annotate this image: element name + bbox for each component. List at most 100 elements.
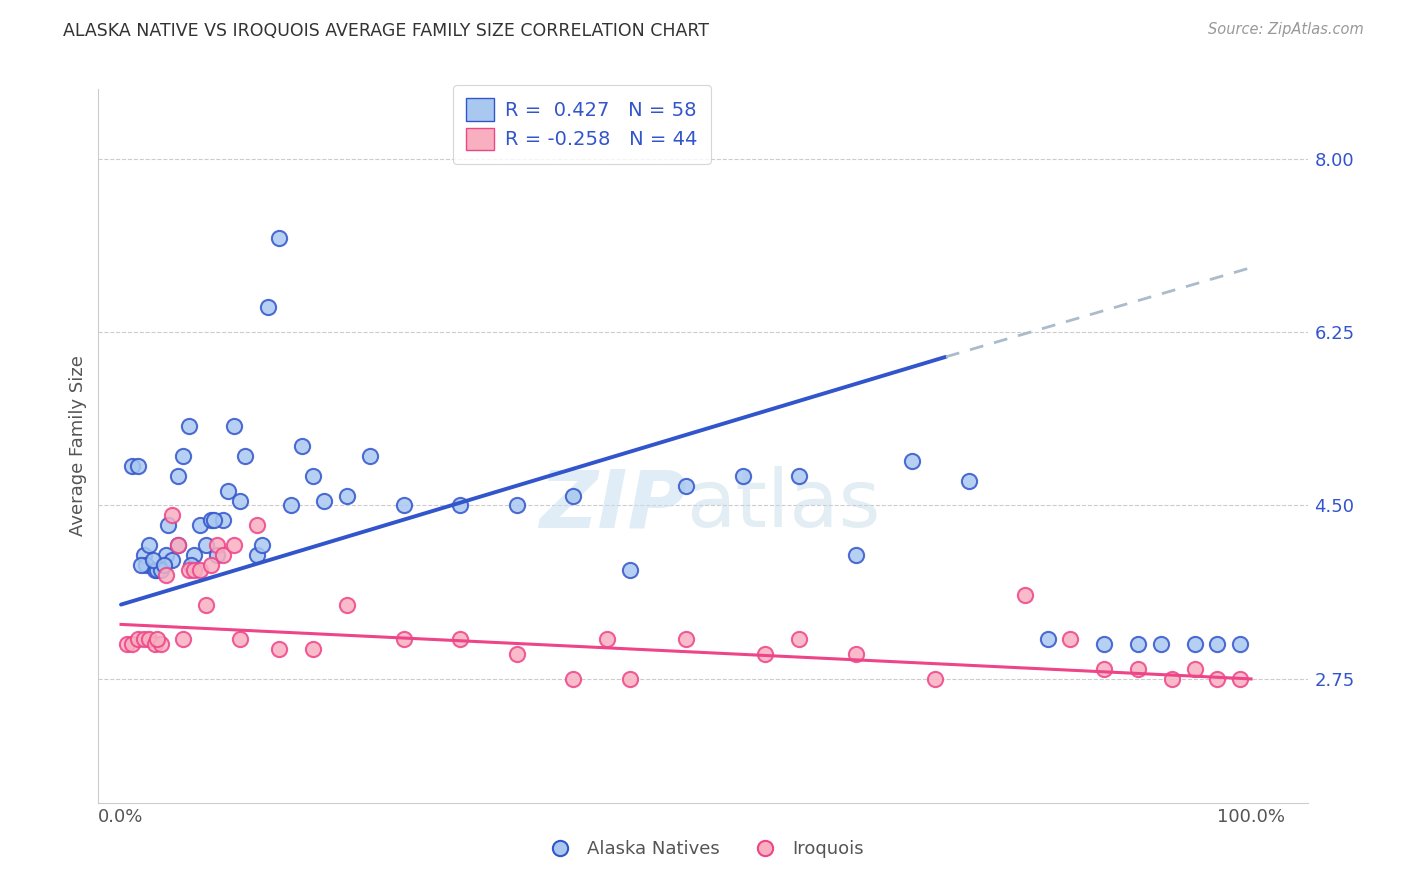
- Point: [1092, 637, 1115, 651]
- Point: [302, 642, 325, 657]
- Point: [787, 468, 810, 483]
- Point: [1036, 632, 1059, 647]
- Point: [222, 538, 245, 552]
- Point: [257, 300, 280, 314]
- Point: [619, 563, 641, 577]
- Point: [166, 538, 188, 552]
- Point: [131, 558, 153, 572]
- Point: [1059, 632, 1081, 647]
- Point: [143, 637, 166, 651]
- Point: [269, 642, 291, 657]
- Point: [188, 563, 211, 577]
- Text: ZIP: ZIP: [538, 467, 686, 544]
- Point: [1126, 662, 1149, 676]
- Point: [177, 563, 200, 577]
- Point: [675, 632, 697, 647]
- Point: [845, 548, 868, 562]
- Point: [1161, 672, 1184, 686]
- Point: [901, 454, 924, 468]
- Point: [183, 548, 205, 562]
- Point: [359, 449, 381, 463]
- Point: [211, 513, 233, 527]
- Text: Source: ZipAtlas.com: Source: ZipAtlas.com: [1208, 22, 1364, 37]
- Text: ALASKA NATIVE VS IROQUOIS AVERAGE FAMILY SIZE CORRELATION CHART: ALASKA NATIVE VS IROQUOIS AVERAGE FAMILY…: [63, 22, 709, 40]
- Point: [280, 499, 302, 513]
- Point: [228, 493, 250, 508]
- Point: [228, 632, 250, 647]
- Point: [172, 632, 194, 647]
- Text: atlas: atlas: [686, 467, 880, 544]
- Point: [183, 563, 205, 577]
- Point: [160, 508, 183, 523]
- Point: [246, 518, 269, 533]
- Point: [127, 458, 149, 473]
- Legend: Alaska Natives, Iroquois: Alaska Natives, Iroquois: [534, 833, 872, 865]
- Point: [132, 548, 155, 562]
- Point: [1184, 637, 1206, 651]
- Point: [1126, 637, 1149, 651]
- Point: [115, 637, 138, 651]
- Point: [619, 672, 641, 686]
- Point: [217, 483, 239, 498]
- Point: [252, 538, 274, 552]
- Point: [392, 632, 415, 647]
- Point: [302, 468, 325, 483]
- Point: [233, 449, 256, 463]
- Point: [731, 468, 754, 483]
- Point: [155, 567, 177, 582]
- Point: [205, 548, 228, 562]
- Point: [222, 419, 245, 434]
- Point: [269, 231, 291, 245]
- Point: [157, 518, 180, 533]
- Point: [924, 672, 946, 686]
- Point: [1229, 672, 1251, 686]
- Point: [146, 563, 169, 577]
- Point: [211, 548, 233, 562]
- Point: [143, 563, 166, 577]
- Point: [505, 647, 527, 661]
- Point: [142, 553, 165, 567]
- Point: [787, 632, 810, 647]
- Point: [194, 538, 217, 552]
- Point: [336, 598, 359, 612]
- Point: [957, 474, 980, 488]
- Point: [336, 489, 359, 503]
- Point: [596, 632, 619, 647]
- Point: [166, 538, 188, 552]
- Point: [1150, 637, 1173, 651]
- Point: [562, 489, 585, 503]
- Point: [392, 499, 415, 513]
- Point: [166, 468, 188, 483]
- Point: [1092, 662, 1115, 676]
- Point: [135, 558, 157, 572]
- Point: [246, 548, 269, 562]
- Point: [1184, 662, 1206, 676]
- Point: [155, 548, 177, 562]
- Point: [153, 558, 176, 572]
- Point: [160, 553, 183, 567]
- Point: [149, 637, 172, 651]
- Point: [1206, 672, 1229, 686]
- Point: [845, 647, 868, 661]
- Point: [291, 439, 314, 453]
- Point: [754, 647, 776, 661]
- Point: [200, 558, 222, 572]
- Point: [205, 538, 228, 552]
- Point: [200, 513, 222, 527]
- Point: [121, 458, 143, 473]
- Point: [138, 632, 160, 647]
- Point: [449, 499, 471, 513]
- Y-axis label: Average Family Size: Average Family Size: [69, 356, 87, 536]
- Point: [188, 518, 211, 533]
- Point: [149, 563, 172, 577]
- Point: [172, 449, 194, 463]
- Point: [562, 672, 585, 686]
- Point: [675, 478, 697, 492]
- Point: [1206, 637, 1229, 651]
- Point: [146, 632, 169, 647]
- Point: [449, 632, 471, 647]
- Point: [1229, 637, 1251, 651]
- Point: [132, 632, 155, 647]
- Point: [127, 632, 149, 647]
- Point: [138, 538, 160, 552]
